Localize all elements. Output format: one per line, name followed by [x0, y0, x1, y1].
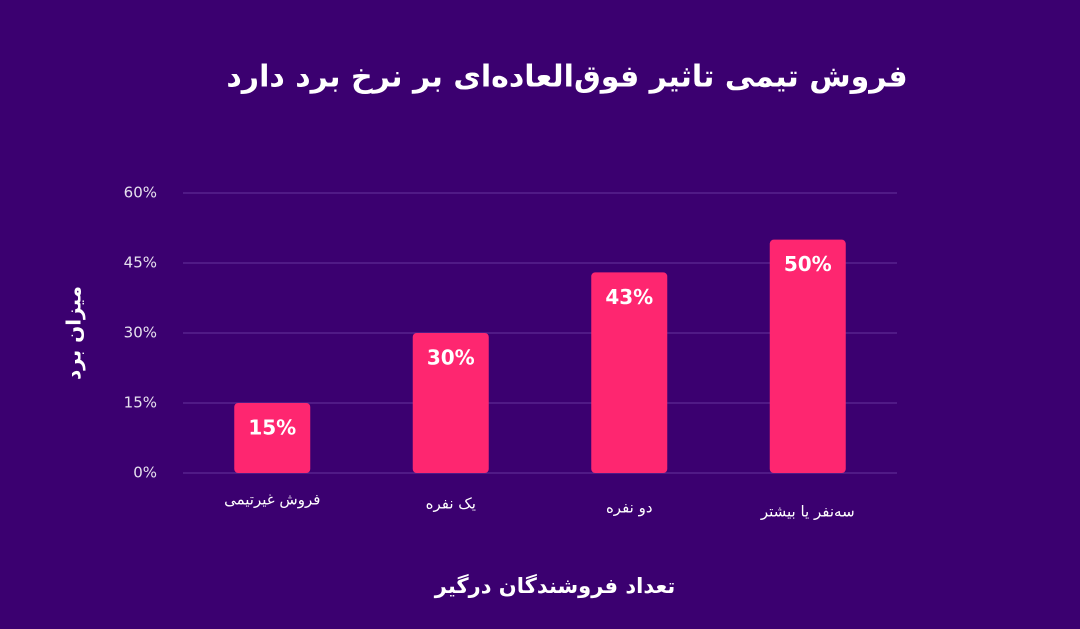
y-tick-label: 0%	[133, 464, 157, 482]
x-axis-title: تعداد فروشندگان درگیر	[434, 573, 675, 598]
value-label: 43%	[605, 285, 653, 309]
bar	[769, 239, 846, 473]
value-label: 15%	[248, 416, 296, 440]
y-tick-label: 45%	[124, 254, 157, 272]
y-axis-title: میزان برد	[62, 286, 86, 380]
y-tick-label: 15%	[124, 394, 157, 412]
bar	[234, 403, 311, 473]
bar	[591, 272, 668, 473]
value-label: 50%	[784, 252, 832, 276]
bar	[412, 333, 489, 473]
x-tick-label: دو نفره	[606, 499, 653, 517]
y-tick-label: 30%	[124, 324, 157, 342]
y-tick-label: 60%	[124, 184, 157, 202]
x-tick-label: سه‌نفر یا بیشتر	[760, 503, 855, 521]
chart-title: فروش تیمی تاثیر فوق‌العاده‌ای بر نرخ برد…	[226, 60, 907, 95]
x-tick-label: فروش غیرتیمی	[224, 491, 320, 509]
x-tick-label: یک نفره	[426, 495, 476, 513]
value-label: 30%	[427, 346, 475, 370]
